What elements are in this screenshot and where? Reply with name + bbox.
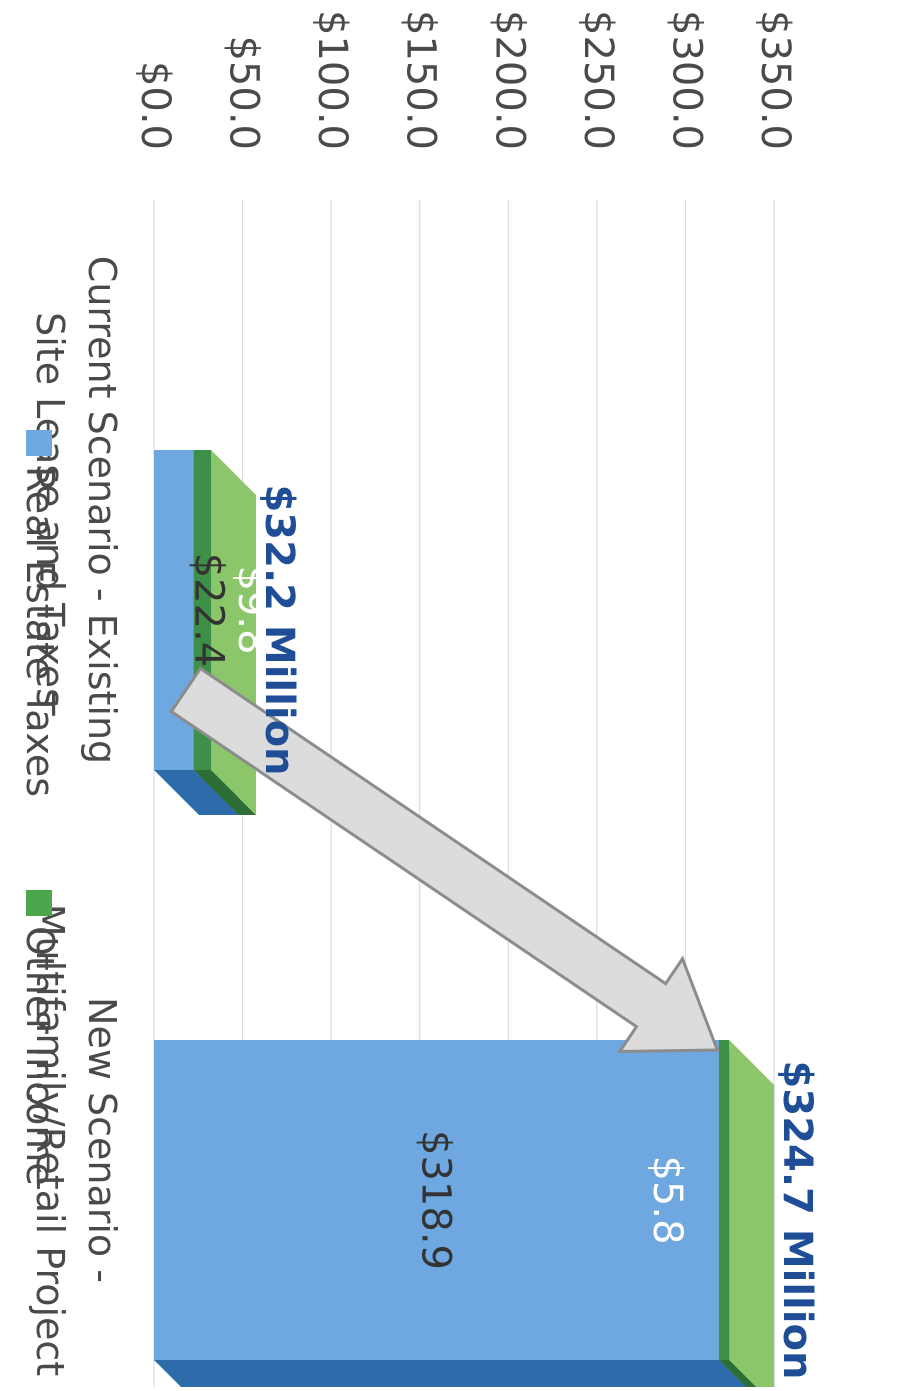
y-tick-label: $300.0 [663, 10, 709, 150]
rotated-chart-group: $0.0 $50.0 $100.0 $150.0 $200.0 $250.0 $300.0 $… [18, 10, 821, 1391]
data-label-real-estate-taxes: $318.9 [412, 1130, 458, 1270]
data-labels: $22.4$9.8$32.2 Million $318.9 $5.8 $324.7 M… [186, 484, 821, 1379]
data-label-total: $324.7 Million [774, 1061, 820, 1380]
category-label: Current Scenario - ExistingSite Lease an… [28, 256, 124, 764]
x-axis-category-labels: Current Scenario - ExistingSite Lease an… [28, 256, 124, 1376]
legend: Real Estate Taxes Other Income [18, 430, 62, 1186]
legend-swatch [26, 430, 52, 456]
bar-real-estate-taxes-front [154, 1040, 719, 1360]
y-tick-label: $50.0 [221, 35, 267, 150]
data-label-total: $32.2 Million [256, 484, 302, 775]
increase-arrow [169, 666, 720, 1054]
data-label-real-estate-taxes: $22.4 [186, 553, 232, 668]
bar-other-income-side [718, 1360, 775, 1391]
category-label: New Scenario -Multifamily/Retail Project [28, 904, 124, 1376]
y-axis-tick-labels: $0.0 $50.0 $100.0 $150.0 $200.0 $250.0 $300.0 $… [132, 10, 798, 150]
y-tick-label: $350.0 [752, 10, 798, 150]
category-label-line: Current Scenario - Existing [80, 256, 124, 764]
bar-other-income-top [729, 1040, 775, 1391]
legend-swatch [26, 890, 52, 916]
y-tick-label: $150.0 [398, 10, 444, 150]
bar-real-estate-taxes-side [154, 1360, 764, 1391]
data-label-other-income: $9.8 [229, 565, 275, 654]
category-label-line: Multifamily/Retail Project [28, 904, 72, 1376]
y-tick-label: $250.0 [575, 10, 621, 150]
y-tick-label: $100.0 [309, 10, 355, 150]
bar-other-income-front [718, 1040, 730, 1360]
category-label-line: Site Lease and Taxes [28, 312, 72, 708]
y-tick-label: $200.0 [486, 10, 532, 150]
legend-label: Real Estate Taxes [18, 466, 62, 797]
arrow-shape [169, 666, 720, 1054]
category-label-line: New Scenario - [80, 997, 124, 1283]
legend-label: Other Income [18, 926, 62, 1186]
data-label-other-income: $5.8 [644, 1155, 690, 1244]
bar-other-income-side [193, 770, 257, 815]
y-tick-label: $0.0 [132, 61, 178, 150]
bar-real-estate-taxes-front [153, 450, 194, 770]
bar-real-estate-taxes-side [154, 770, 239, 815]
